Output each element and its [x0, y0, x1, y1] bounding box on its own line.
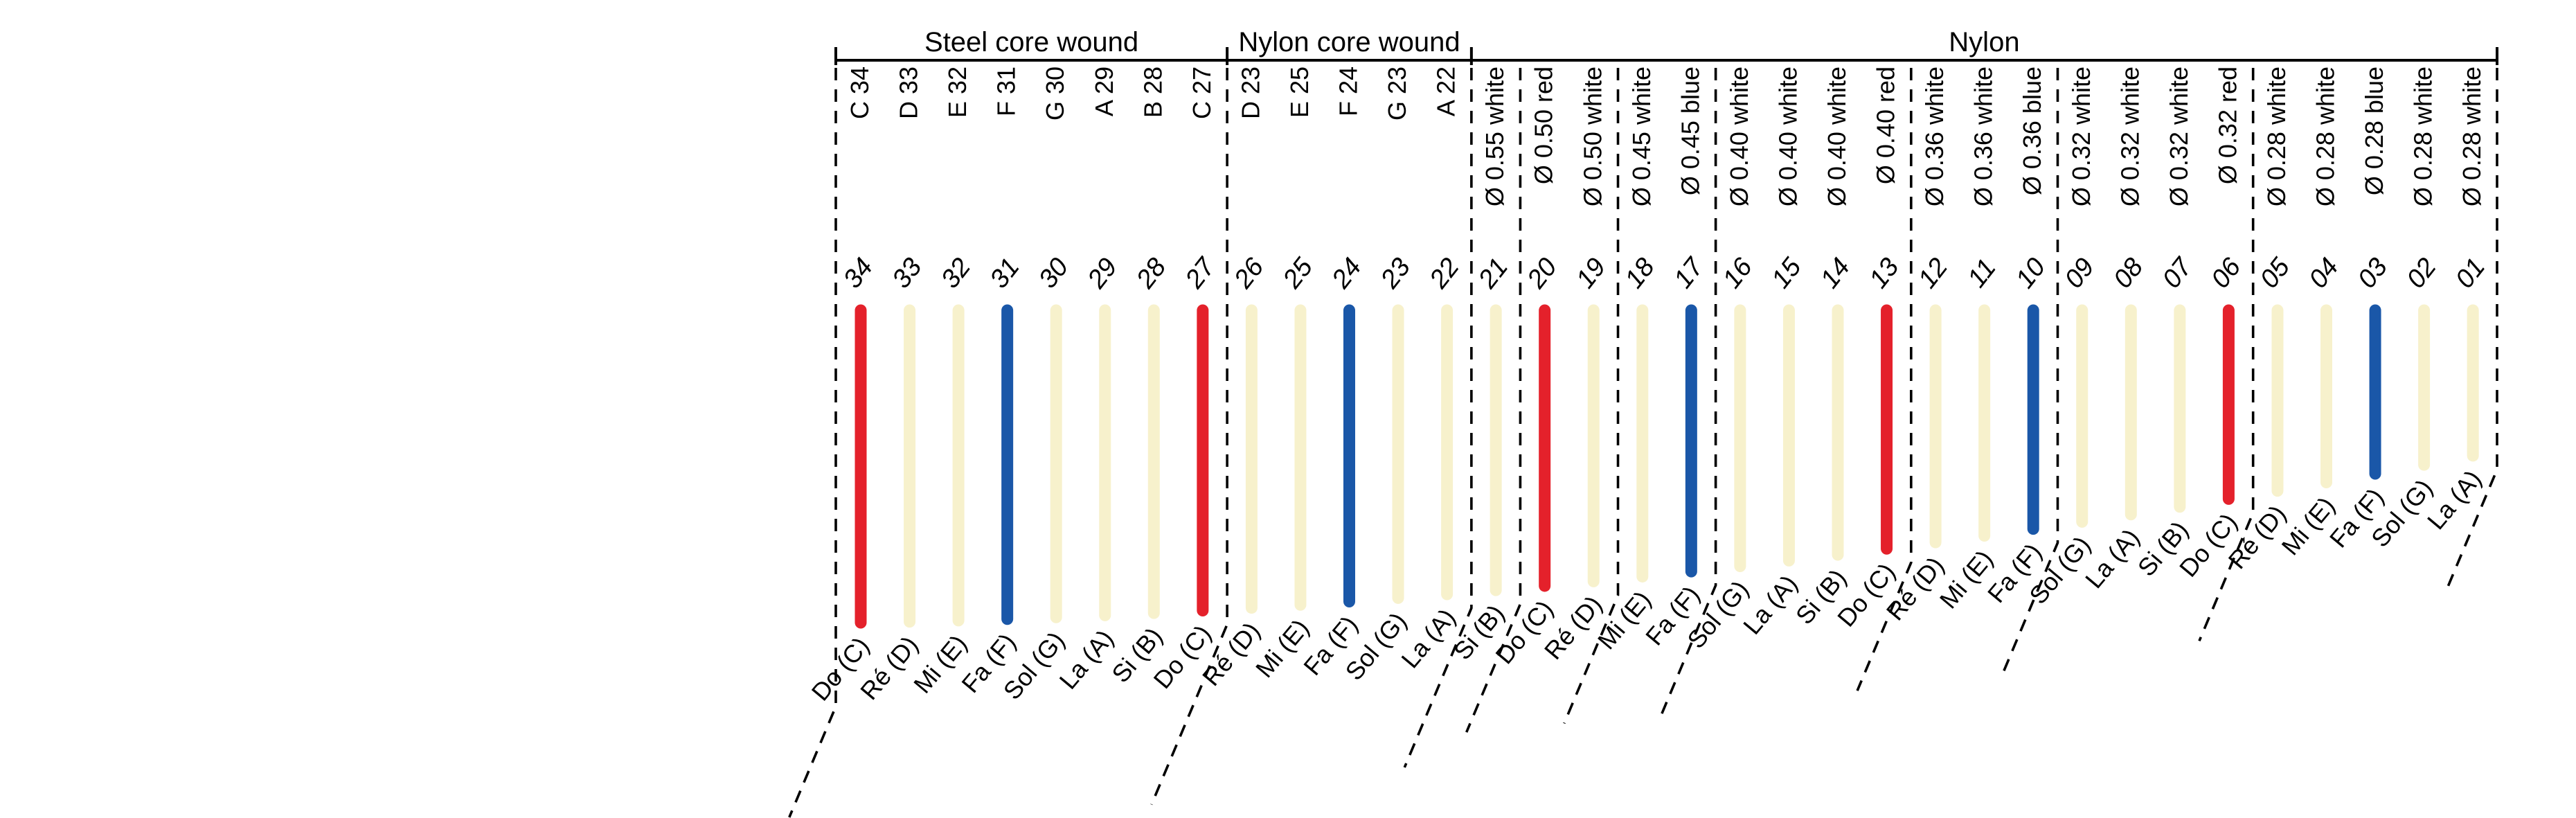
string-gauge-label: Ø 0.32 red: [2213, 66, 2242, 184]
string-number: 29: [1082, 253, 1123, 294]
section-header: Nylon core wound: [1238, 27, 1460, 57]
string-note-label: Mi (E): [1250, 614, 1314, 683]
string-number: 34: [838, 253, 879, 294]
string-number: 23: [1375, 253, 1416, 294]
string-number: 20: [1521, 253, 1563, 294]
string-gauge-label: Ø 0.32 white: [2067, 66, 2095, 206]
section-header: Steel core wound: [924, 27, 1138, 57]
string-number: 24: [1326, 253, 1368, 294]
string-gauge-label: E 25: [1285, 66, 1314, 118]
section-separator-line: [1403, 68, 1473, 768]
string-gauge-label: Ø 0.45 white: [1627, 66, 1656, 206]
string-gauge-label: Ø 0.40 white: [1725, 66, 1753, 206]
string-number: 12: [1913, 253, 1953, 294]
string-number: 09: [2059, 253, 2100, 294]
string-number: 17: [1668, 252, 1710, 294]
string-number: 28: [1131, 253, 1172, 294]
string-gauge-label: D 23: [1236, 66, 1264, 119]
string-gauge-label: B 28: [1138, 66, 1167, 118]
string-number: 30: [1033, 253, 1074, 294]
string-number: 15: [1766, 252, 1807, 294]
edge-separator-line: [788, 68, 837, 818]
string-gauge-label: Ø 0.50 white: [1578, 66, 1607, 206]
string-gauge-label: Ø 0.28 blue: [2360, 66, 2388, 195]
string-note-label: Ré (D): [1539, 590, 1608, 665]
group-separator-line: [2198, 68, 2255, 642]
string-number: 01: [2450, 253, 2491, 294]
string-gauge-label: Ø 0.45 blue: [1676, 66, 1704, 195]
string-note-label: La (A): [1395, 603, 1460, 673]
string-gauge-label: E 32: [943, 66, 972, 118]
edge-separator-line: [2444, 68, 2498, 592]
string-number: 26: [1228, 252, 1270, 294]
string-note-label: La (A): [1737, 569, 1803, 639]
string-gauge-label: Ø 0.36 blue: [2018, 66, 2046, 195]
string-number: 11: [1962, 254, 2002, 293]
string-number: 04: [2303, 253, 2344, 294]
string-gauge-label: Ø 0.28 white: [2311, 66, 2340, 206]
string-number: 13: [1864, 253, 1905, 294]
string-gauge-label: Ø 0.40 white: [1823, 66, 1851, 206]
string-number: 33: [887, 253, 928, 294]
string-note-label: La (A): [1053, 624, 1118, 694]
string-number: 10: [2010, 253, 2051, 294]
string-gauge-label: C 34: [846, 66, 874, 119]
string-note-label: Do (C): [1490, 595, 1559, 670]
string-number: 16: [1717, 252, 1759, 294]
string-number: 21: [1473, 253, 1514, 294]
string-number: 27: [1179, 252, 1222, 294]
string-gauge-label: D 33: [895, 66, 923, 119]
group-separator-line: [1465, 68, 1522, 733]
string-note-label: Do (C): [1147, 619, 1217, 694]
string-number: 22: [1424, 253, 1465, 294]
string-number: 05: [2255, 252, 2296, 294]
string-note-label: Mi (E): [1934, 544, 1998, 614]
string-note-label: Mi (E): [1592, 585, 1656, 655]
string-gauge-label: Ø 0.28 white: [2262, 66, 2291, 206]
string-number: 25: [1277, 252, 1318, 294]
string-number: 03: [2352, 253, 2393, 294]
string-gauge-label: Ø 0.32 white: [2116, 66, 2144, 206]
string-gauge-label: A 29: [1090, 66, 1118, 116]
string-gauge-label: Ø 0.55 white: [1481, 66, 1509, 206]
string-number: 19: [1571, 253, 1611, 294]
string-gauge-label: Ø 0.40 red: [1872, 66, 1900, 184]
string-gauge-label: A 22: [1432, 66, 1460, 116]
string-number: 07: [2157, 252, 2199, 294]
string-gauge-label: G 23: [1383, 66, 1411, 121]
string-gauge-label: Ø 0.36 white: [1920, 66, 1949, 206]
string-number: 18: [1620, 253, 1661, 294]
string-number: 06: [2206, 252, 2247, 294]
section-separator-line: [1150, 68, 1228, 806]
string-number: 31: [985, 253, 1026, 294]
string-gauge-label: F 31: [992, 66, 1021, 116]
string-gauge-label: Ø 0.50 red: [1530, 66, 1558, 184]
string-note-label: La (A): [2079, 524, 2145, 594]
string-note-label: Ré (D): [1197, 616, 1266, 691]
string-gauge-label: Ø 0.32 white: [2165, 66, 2193, 206]
group-separator-line: [1661, 68, 1717, 714]
string-gauge-label: Ø 0.36 white: [1969, 66, 1998, 206]
string-gauge-label: Ø 0.28 white: [2409, 66, 2438, 206]
string-number: 02: [2401, 253, 2442, 294]
group-separator-line: [1563, 68, 1620, 724]
string-number: 14: [1815, 253, 1856, 294]
string-note-label: Mi (E): [908, 630, 972, 699]
string-gauge-label: C 27: [1188, 66, 1216, 119]
string-gauge-label: Ø 0.28 white: [2458, 66, 2486, 206]
group-separator-line: [1856, 68, 1913, 691]
string-gauge-label: G 30: [1041, 66, 1069, 121]
string-gauge-label: Ø 0.40 white: [1773, 66, 1802, 206]
string-number: 08: [2108, 253, 2149, 294]
string-number: 32: [936, 253, 976, 294]
group-separator-line: [2003, 68, 2059, 672]
string-gauge-label: F 24: [1334, 66, 1363, 116]
section-header: Nylon: [1949, 27, 2019, 57]
